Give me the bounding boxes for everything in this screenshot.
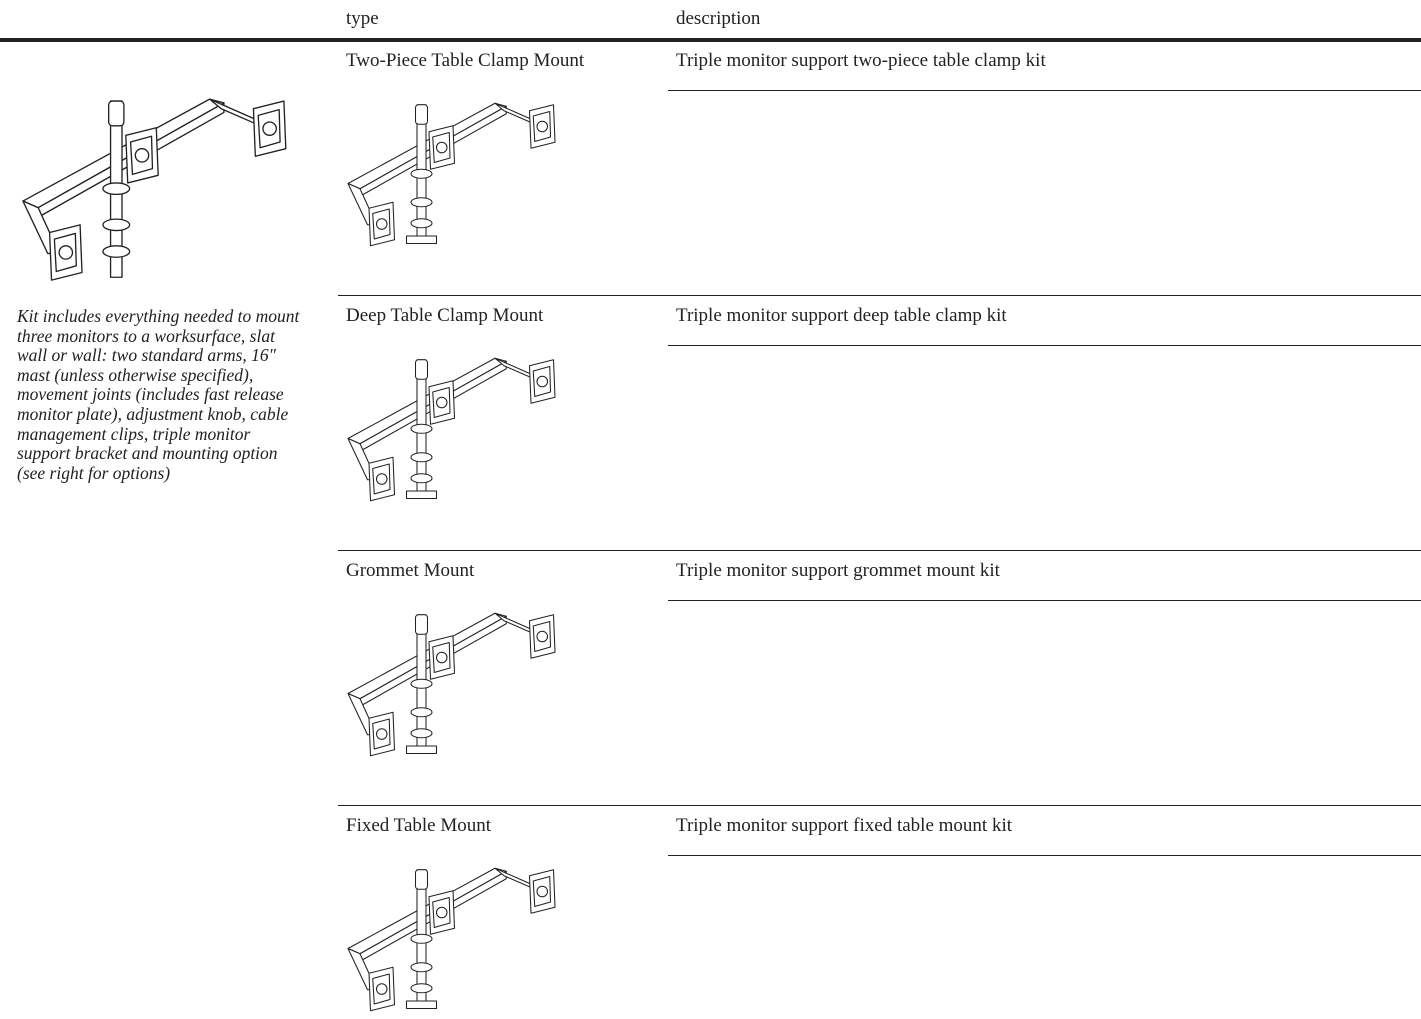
row-type: Fixed Table Mount <box>346 815 492 836</box>
kit-illustration <box>12 82 312 282</box>
header-description: description <box>676 8 761 29</box>
row-type: Two-Piece Table Clamp Mount <box>346 50 585 71</box>
header-type: type <box>346 8 379 29</box>
description-rule <box>668 345 1421 346</box>
row-description: Triple monitor support grommet mount kit <box>676 560 1000 581</box>
kit-note: Kit includes everything needed to mount … <box>17 306 300 483</box>
row-description: Triple monitor support two-piece table c… <box>676 50 1046 71</box>
description-rule <box>668 855 1421 856</box>
row-description: Triple monitor support deep table clamp … <box>676 305 1007 326</box>
row-rule <box>338 805 1421 806</box>
header-rule <box>0 38 1421 42</box>
mount-illustration <box>345 341 570 506</box>
row-type: Deep Table Clamp Mount <box>346 305 544 326</box>
row-description: Triple monitor support fixed table mount… <box>676 815 1012 836</box>
mount-illustration <box>345 596 570 761</box>
row-rule <box>338 550 1421 551</box>
row-rule <box>338 295 1421 296</box>
mount-illustration <box>345 851 570 1016</box>
mount-illustration <box>345 86 570 251</box>
description-rule <box>668 600 1421 601</box>
description-rule <box>668 90 1421 91</box>
row-type: Grommet Mount <box>346 560 475 581</box>
